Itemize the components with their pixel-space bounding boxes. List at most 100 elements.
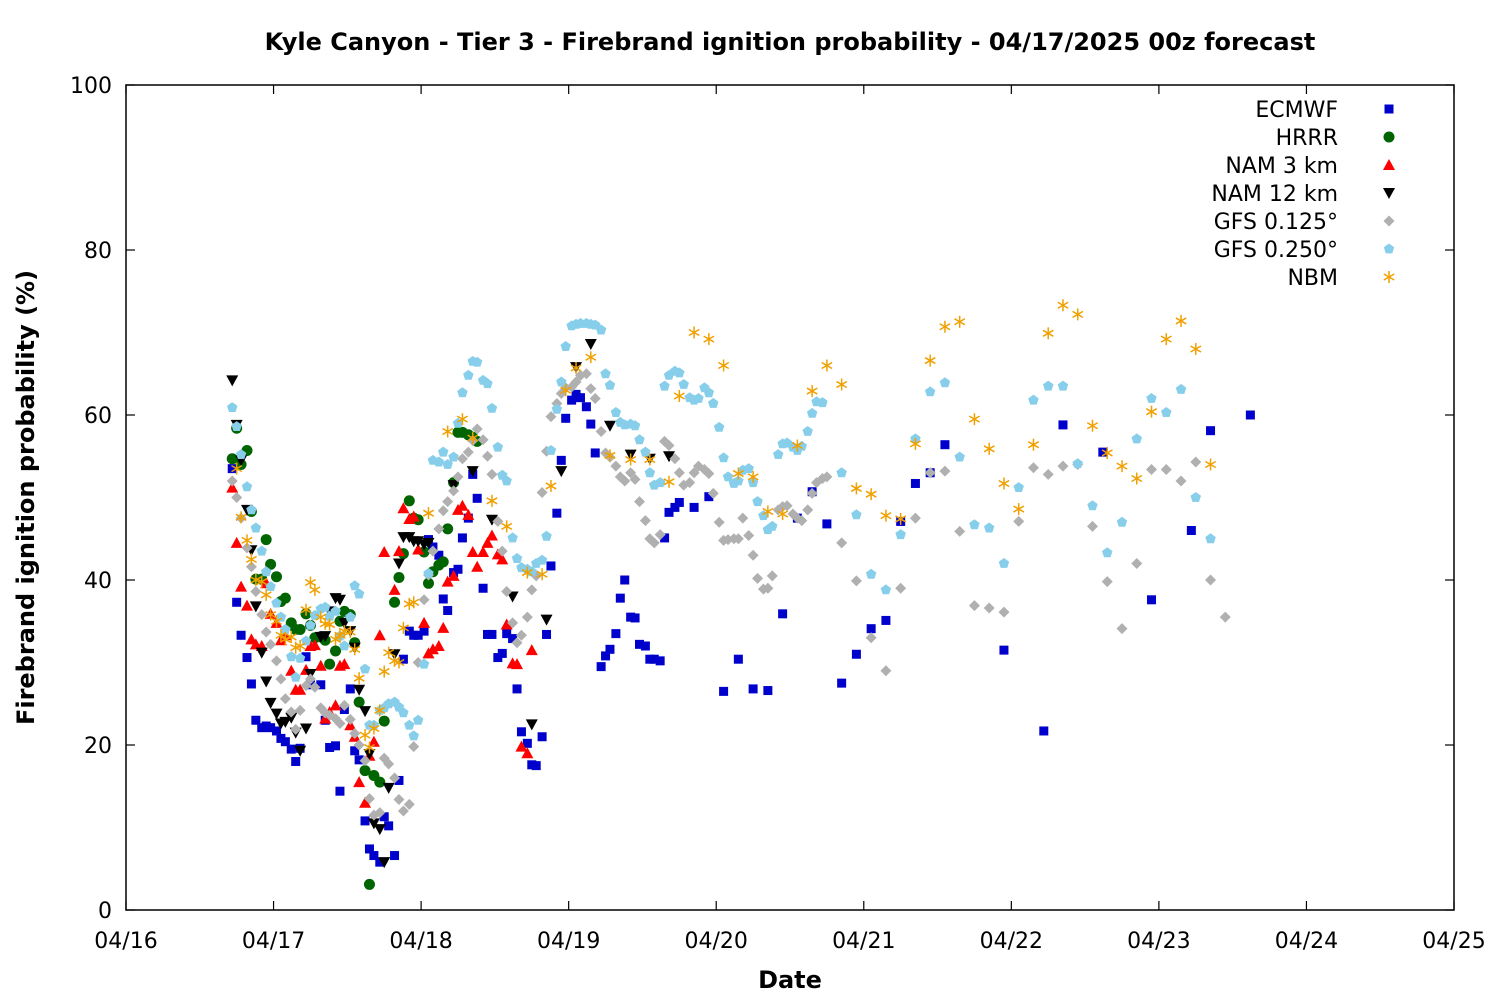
data-point-nbm: [383, 646, 395, 659]
legend-marker-hrrr: [1383, 131, 1395, 143]
data-point-gfs-0-250-: [969, 519, 980, 530]
data-point-gfs-0-125-: [1027, 462, 1039, 474]
data-point-ecmwf: [674, 497, 684, 507]
data-point-nbm: [688, 326, 700, 339]
data-point-gfs-0-125-: [462, 446, 474, 458]
data-point-nbm: [442, 425, 454, 438]
data-point-gfs-0-250-: [1131, 433, 1142, 444]
data-point-nbm: [408, 596, 420, 609]
data-point-gfs-0-125-: [954, 525, 966, 537]
data-point-nam-3-km: [378, 545, 391, 557]
data-point-nbm: [270, 615, 283, 628]
data-point-gfs-0-125-: [648, 537, 660, 549]
data-point-nbm: [998, 477, 1010, 490]
data-point-gfs-0-125-: [545, 411, 557, 423]
data-point-ecmwf: [1245, 410, 1255, 420]
data-point-nbm: [545, 479, 557, 492]
data-point-gfs-0-250-: [541, 530, 552, 541]
data-point-gfs-0-250-: [880, 584, 892, 595]
data-point-nam-3-km: [456, 499, 469, 511]
data-point-gfs-0-125-: [433, 523, 445, 535]
data-point-gfs-0-125-: [452, 471, 464, 483]
data-point-hrrr: [353, 696, 365, 708]
data-point-gfs-0-125-: [737, 512, 749, 524]
data-point-nbm: [1190, 343, 1202, 355]
data-point-gfs-0-250-: [457, 387, 468, 398]
data-point-nbm: [359, 729, 371, 742]
data-point-nam-12-km: [555, 466, 568, 478]
y-tick-label: 20: [84, 734, 112, 759]
data-point-gfs-0-250-: [604, 379, 616, 390]
data-point-nbm: [378, 665, 390, 678]
data-point-nbm: [294, 640, 306, 652]
data-point-gfs-0-125-: [895, 582, 907, 594]
legend-marker-ecmwf: [1384, 104, 1394, 114]
data-point-ecmwf: [778, 609, 788, 619]
series-hrrr: [226, 422, 483, 890]
data-point-gfs-0-125-: [501, 586, 513, 598]
data-point-gfs-0-250-: [320, 601, 331, 612]
data-point-nbm: [393, 656, 405, 669]
data-point-nam-3-km: [240, 599, 253, 611]
data-point-nam-12-km: [294, 745, 307, 757]
data-point-nam-12-km: [466, 466, 479, 478]
data-point-gfs-0-250-: [235, 449, 247, 459]
y-tick-label: 100: [70, 74, 112, 99]
data-point-nam-12-km: [359, 706, 372, 718]
y-tick-label: 0: [98, 899, 112, 924]
data-point-gfs-0-250-: [275, 611, 287, 622]
data-point-ecmwf: [719, 686, 729, 696]
data-point-gfs-0-250-: [1116, 516, 1128, 527]
data-point-nam-12-km: [367, 818, 380, 830]
data-point-gfs-0-250-: [806, 407, 818, 418]
data-point-ecmwf: [630, 613, 640, 623]
data-point-gfs-0-125-: [471, 423, 483, 435]
data-point-nbm: [374, 704, 386, 717]
data-point-nbm: [663, 475, 675, 488]
data-point-gfs-0-125-: [865, 632, 877, 644]
data-point-nam-3-km: [294, 683, 307, 695]
data-point-nam-12-km: [270, 708, 283, 720]
legend-marker-gfs-0-250-: [1383, 243, 1395, 254]
data-point-nam-3-km: [359, 796, 372, 808]
data-point-gfs-0-250-: [433, 456, 444, 467]
data-point-gfs-0-250-: [305, 619, 316, 630]
data-point-ecmwf: [605, 644, 615, 654]
data-point-nam-3-km: [353, 776, 366, 788]
data-point-gfs-0-125-: [1057, 460, 1069, 472]
data-point-nbm: [300, 603, 312, 616]
data-point-gfs-0-125-: [747, 549, 759, 561]
data-point-ecmwf: [590, 448, 600, 458]
data-point-hrrr: [363, 878, 375, 890]
data-point-ecmwf: [331, 741, 341, 751]
data-point-nbm: [983, 442, 995, 455]
data-point-nbm: [501, 520, 513, 533]
legend-label-gfs-0-125-: GFS 0.125°: [1214, 210, 1338, 235]
data-point-gfs-0-125-: [265, 638, 277, 650]
data-point-ecmwf: [586, 419, 596, 429]
data-point-gfs-0-125-: [359, 755, 371, 767]
x-tick-label: 04/18: [389, 929, 452, 954]
data-point-gfs-0-250-: [507, 532, 518, 543]
data-point-nbm: [895, 512, 907, 525]
data-point-ecmwf: [497, 648, 507, 658]
data-point-gfs-0-125-: [762, 582, 774, 594]
data-point-nbm: [1042, 327, 1054, 340]
data-point-nam-3-km: [407, 510, 420, 522]
data-point-gfs-0-125-: [250, 586, 262, 598]
data-point-gfs-0-125-: [226, 475, 238, 487]
data-point-nam-12-km: [540, 614, 553, 626]
data-point-nam-12-km: [392, 558, 405, 570]
data-point-gfs-0-125-: [492, 515, 504, 527]
data-point-gfs-0-125-: [688, 467, 700, 479]
data-point-nam-12-km: [388, 649, 401, 661]
data-point-nam-3-km: [226, 481, 239, 493]
data-point-nam-3-km: [462, 508, 475, 520]
data-point-ecmwf: [345, 684, 355, 694]
data-point-gfs-0-125-: [275, 673, 287, 685]
data-point-ecmwf: [1098, 447, 1108, 457]
data-point-gfs-0-125-: [580, 368, 592, 380]
data-point-gfs-0-125-: [1219, 611, 1231, 623]
data-point-gfs-0-250-: [773, 449, 784, 459]
data-point-nbm: [1160, 333, 1172, 346]
